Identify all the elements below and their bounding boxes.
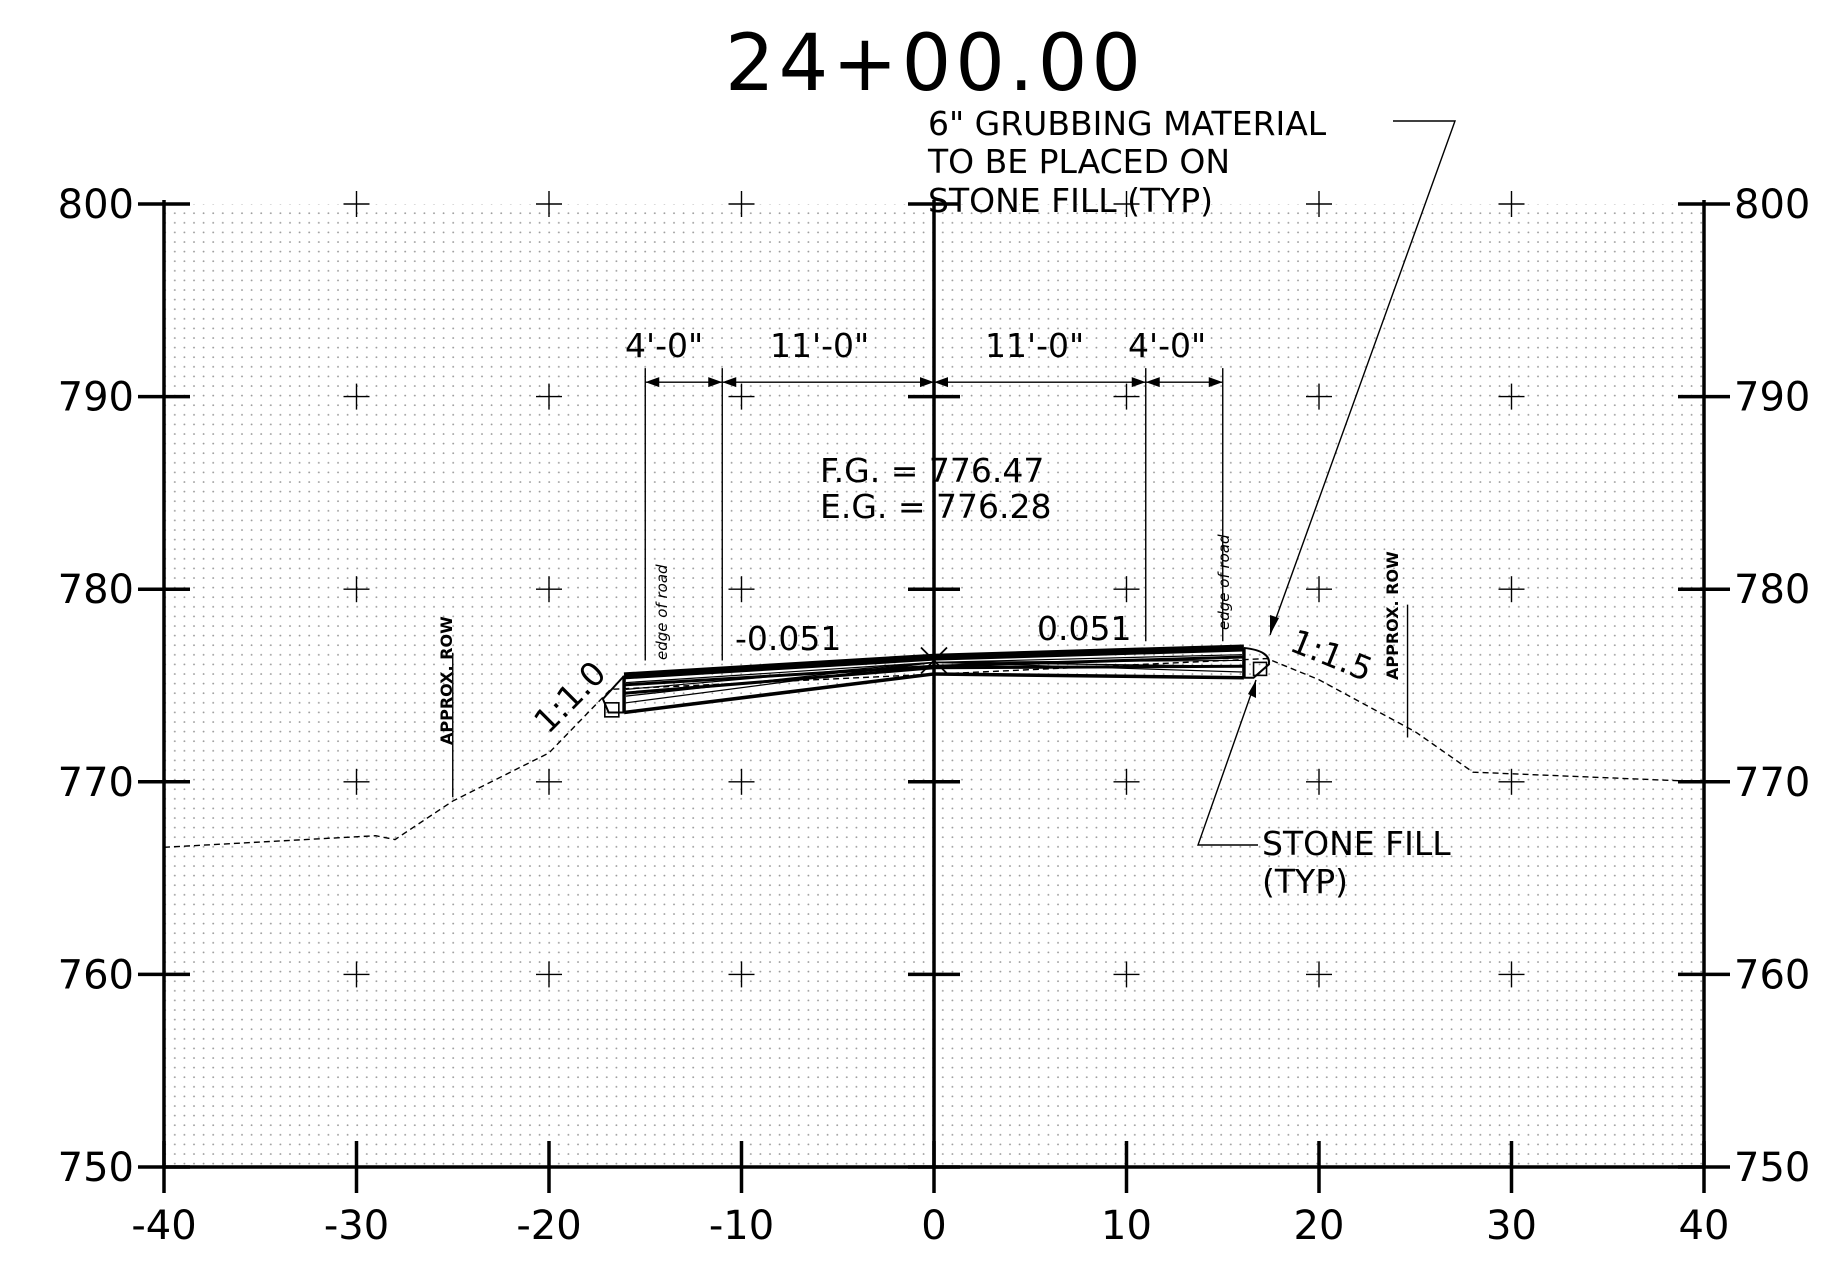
right-stone-block — [1252, 661, 1268, 677]
dimension-arrow — [934, 377, 948, 388]
left-row-label: APPROX. ROW — [437, 616, 456, 745]
existing-ground-profile — [163, 657, 1705, 848]
dimension-arrow — [1131, 377, 1146, 388]
y-tick-labels: 800 800 790 790 780 780 770 770 760 760 750 750 — [58, 182, 1811, 1191]
x-tick-label: -30 — [324, 1203, 389, 1249]
subgrade-line — [623, 672, 1244, 715]
x-tick-label: -10 — [709, 1203, 774, 1249]
right-cross-slope-label: 0.051 — [1037, 609, 1131, 648]
y-tick-label-left: 770 — [58, 760, 134, 806]
left-edge-of-road-label: edge of road — [653, 564, 671, 660]
stone-fill-callout-line-2: (TYP) — [1262, 862, 1348, 901]
section-hatch — [933, 659, 1243, 663]
grubbing-callout-line-1: 6" GRUBBING MATERIAL — [928, 104, 1327, 143]
dimension-arrow — [645, 377, 660, 388]
existing-ground-line — [163, 657, 1705, 848]
station-title: 24+00.00 — [725, 19, 1145, 109]
x-tick-label: 0 — [921, 1203, 946, 1249]
dim-label-right-lane: 11'-0" — [985, 326, 1084, 365]
x-tick-label: -40 — [131, 1203, 196, 1249]
y-tick-label-left: 790 — [58, 375, 134, 421]
dim-label-right-shoulder: 4'-0" — [1128, 326, 1206, 365]
profile-grade-point-mark — [920, 646, 948, 675]
x-tick-label: 40 — [1679, 1203, 1730, 1249]
stone-fill-callout-line-1: STONE FILL — [1262, 824, 1451, 863]
grid-crosses — [343, 191, 1525, 988]
axis-frame — [138, 200, 1730, 1193]
y-tick-label-left: 760 — [58, 952, 134, 998]
section-hatch — [625, 661, 935, 690]
right-edge-of-road-label: edge of road — [1215, 534, 1233, 630]
grubbing-callout-line-2: TO BE PLACED ON — [927, 142, 1230, 181]
right-row-label: APPROX. ROW — [1383, 551, 1402, 680]
dim-label-left-lane: 11'-0" — [770, 326, 869, 365]
section-hatch — [933, 654, 1243, 663]
base-course-line — [623, 655, 1244, 687]
x-tick-label: 10 — [1101, 1203, 1152, 1249]
dimension-arrow — [1208, 377, 1223, 388]
finished-grade-surface — [623, 644, 1245, 680]
y-tick-label-left: 800 — [58, 182, 134, 228]
grubbing-callout-arrow — [1270, 615, 1279, 635]
y-tick-label-right: 780 — [1734, 567, 1810, 613]
dimension-arrow — [920, 377, 934, 388]
existing-grade-label: E.G. = 776.28 — [820, 487, 1052, 526]
road-section — [601, 644, 1270, 718]
section-hatch — [625, 661, 935, 684]
y-tick-label-right: 750 — [1734, 1145, 1810, 1191]
left-cross-slope-label: -0.051 — [735, 619, 841, 658]
dimension-lines — [452, 368, 1409, 798]
stone-fill-callout-leader — [1197, 679, 1258, 846]
section-hatch — [933, 661, 1243, 673]
left-stone-block — [604, 702, 620, 718]
x-tick-labels: -40 -30 -20 -10 0 10 20 30 40 — [131, 1203, 1729, 1249]
right-stone-fill — [1243, 646, 1270, 679]
dimension-arrow — [722, 377, 737, 388]
y-tick-label-right: 770 — [1734, 760, 1810, 806]
section-hatch — [625, 661, 935, 697]
dim-label-left-shoulder: 4'-0" — [625, 326, 703, 365]
section-hatch — [933, 661, 1243, 667]
y-tick-label-right: 760 — [1734, 952, 1810, 998]
stone-fill-callout-arrow — [1248, 680, 1256, 698]
grubbing-callout-line-3: STONE FILL (TYP) — [928, 181, 1213, 220]
left-stone-fill — [601, 675, 625, 714]
finished-grade-label: F.G. = 776.47 — [820, 451, 1044, 490]
y-tick-label-left: 780 — [58, 567, 134, 613]
grubbing-callout-leader — [1269, 120, 1456, 636]
dimension-arrow — [708, 377, 723, 388]
y-tick-label-left: 750 — [58, 1145, 134, 1191]
y-tick-label-right: 800 — [1734, 182, 1810, 228]
callout-leaders — [1197, 120, 1456, 846]
dimension-arrow — [1145, 377, 1160, 388]
x-tick-label: 20 — [1294, 1203, 1345, 1249]
x-tick-label: -20 — [516, 1203, 581, 1249]
section-hatch — [625, 661, 935, 704]
y-tick-label-right: 790 — [1734, 375, 1810, 421]
x-tick-label: 30 — [1486, 1203, 1537, 1249]
